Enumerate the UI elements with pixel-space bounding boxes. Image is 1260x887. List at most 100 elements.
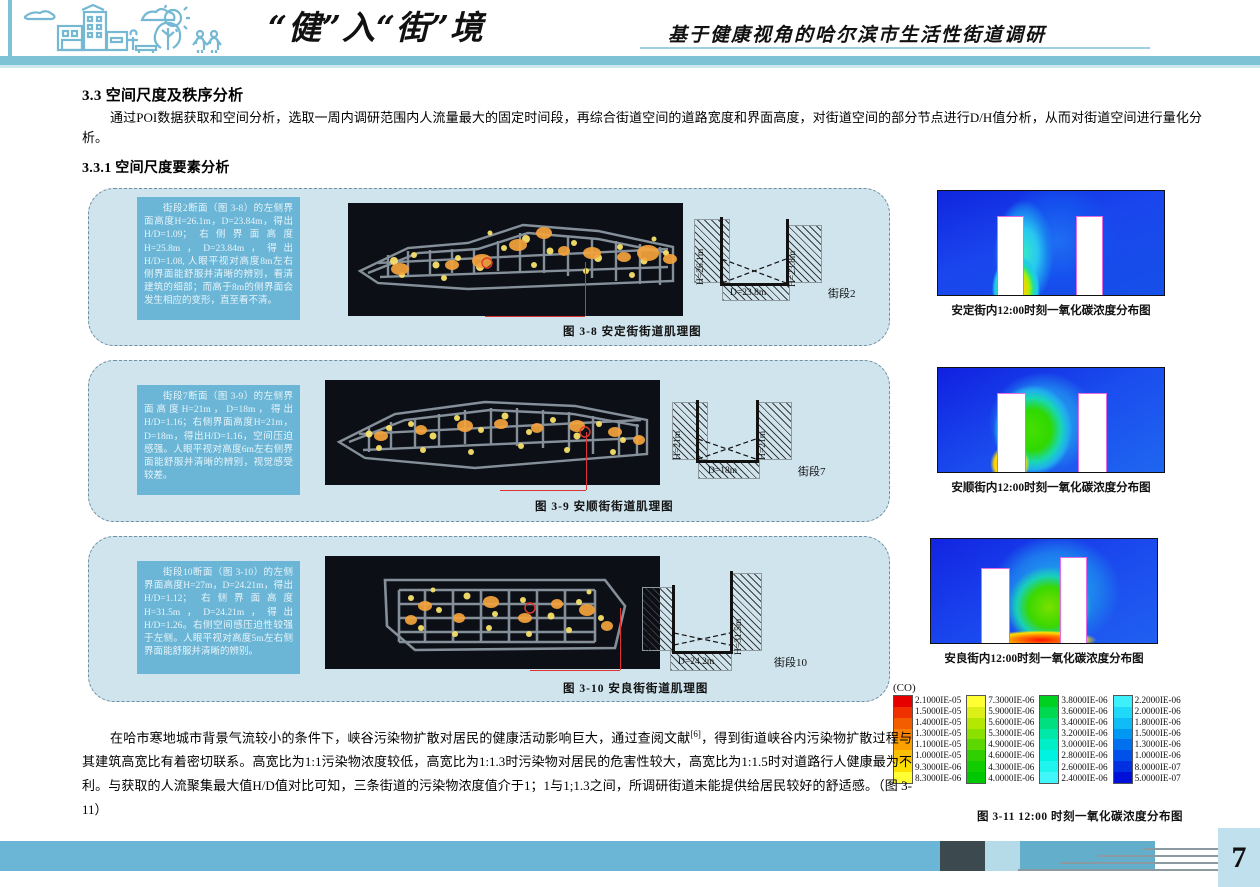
legend-value-list: 7.3000IE-06 5.9000IE-06 5.6000IE-06 5.3000I… (986, 695, 1034, 784)
legend-value: 1.5000IE-06 (1134, 728, 1181, 739)
panel-street-10-leader-line-h (530, 668, 620, 671)
section-heading: 3.3 空间尺度及秩序分析 (82, 88, 244, 104)
legend-value: 2.8000IE-06 (1061, 750, 1108, 761)
legend-color-band (1040, 771, 1059, 783)
right-height-label: H=31.5m (734, 618, 744, 655)
legend-value: 5.0000IE-07 (1134, 772, 1181, 783)
header-subtitle-rule (640, 47, 1150, 49)
publication-title: “健”入“街”境 (268, 8, 484, 47)
right-wall (730, 571, 733, 653)
legend-unit-label: (CO) (893, 682, 916, 694)
legend-color-band (967, 761, 986, 772)
legend-color-band (1040, 706, 1059, 718)
street-segment-label: 街段7 (798, 466, 826, 478)
street-segment-label: 街段10 (774, 657, 807, 669)
legend-color-band (894, 728, 912, 740)
legend-color-band (1113, 717, 1132, 729)
footer-band (0, 841, 940, 871)
legend-color-band (894, 706, 912, 718)
cfd-figure-anshun: 安顺街内12:00时刻一氧化碳浓度分布图 (937, 367, 1181, 495)
panel-street-10-leader-line (530, 608, 621, 670)
cfd-building-right (1075, 215, 1103, 295)
legend-color-band (1113, 750, 1132, 762)
header-divider-band-light (0, 65, 1260, 68)
legend-color-band (894, 739, 912, 751)
legend-value: 4.0000IE-06 (988, 772, 1035, 783)
legend-color-band (894, 750, 912, 762)
legend-color-band (1113, 696, 1132, 707)
legend-value-list: 2.1000IE-05 1.5000IE-05 1.4000IE-05 1.3000I… (913, 695, 961, 784)
legend-color-band (967, 750, 986, 762)
panel-street-7-leader-line (500, 432, 587, 490)
ground-line (672, 651, 733, 654)
legend-value: 4.3000IE-06 (988, 761, 1035, 772)
legend-color-band (967, 696, 986, 707)
legend-column-1: 2.1000IE-05 1.5000IE-05 1.4000IE-05 1.3000I… (893, 695, 961, 784)
legend-value: 2.0000IE-06 (1134, 706, 1181, 717)
right-wall (756, 400, 759, 461)
panel-street-7-leader-line-h (500, 488, 586, 491)
legend-color-band (894, 717, 912, 729)
ground-line (696, 460, 759, 463)
page-header: “健”入“街”境 基于健康视角的哈尔滨市生活性街道调研 (0, 0, 1260, 56)
left-height-label: H=26.1m (696, 248, 706, 285)
legend-value: 1.3000IE-06 (1134, 739, 1181, 750)
legend-value: 1.3000IE-05 (915, 728, 962, 739)
legend-color-band (1113, 728, 1132, 740)
legend-value: 1.8000IE-06 (1134, 717, 1181, 728)
legend-color-band (894, 771, 912, 783)
legend-value: 7.3000IE-06 (988, 695, 1035, 705)
legend-columns: 2.1000IE-05 1.5000IE-05 1.4000IE-05 1.3000I… (893, 695, 1255, 784)
panel-street-2-leader-line (485, 262, 586, 316)
right-height-label: H=23.8m (788, 250, 798, 287)
figure-caption-3-9: 图 3-9 安顺街街道肌理图 (535, 501, 674, 513)
header-left-accent-bar (8, 0, 12, 56)
sight-line-cross (697, 438, 757, 460)
legend-value-list: 3.8000IE-06 3.6000IE-06 3.4000IE-06 3.2000I… (1059, 695, 1107, 784)
legend-color-band (967, 771, 986, 783)
legend-color-band (967, 706, 986, 718)
legend-color-swatch (966, 695, 987, 784)
legend-color-band (1040, 696, 1059, 707)
street-width-label: D=24.2m (678, 657, 715, 667)
cfd-figure-anding: 安定街内12:00时刻一氧化碳浓度分布图 (937, 190, 1181, 318)
legend-value: 5.9000IE-06 (988, 706, 1035, 717)
legend-value: 5.3000IE-06 (988, 728, 1035, 739)
legend-color-band (894, 761, 912, 772)
panel-street-7-description: 街段7断面（图 3-9）的左侧界面高度H=21m，D=18m，得出H/D=1.1… (137, 385, 300, 495)
legend-color-band (1113, 761, 1132, 772)
cfd-field-anshun (938, 368, 1164, 472)
header-divider-band (0, 56, 1260, 65)
legend-value: 9.3000IE-06 (915, 761, 962, 772)
subsection-heading: 3.3.1 空间尺度要素分析 (82, 161, 230, 176)
ground-line (720, 283, 789, 286)
cfd-image-anshun (937, 367, 1165, 473)
legend-color-band (1113, 706, 1132, 718)
cfd-image-anliang (930, 538, 1158, 644)
cfd-building-left (980, 568, 1011, 643)
legend-value: 4.9000IE-06 (988, 739, 1035, 750)
right-wall (786, 219, 789, 285)
left-building-hatch (642, 587, 674, 651)
legend-value: 1.0000IE-05 (915, 750, 962, 761)
street-width-label: D=23.8m (730, 288, 767, 298)
cfd-building-right (1059, 556, 1087, 643)
legend-value: 1.0000IE-06 (1134, 750, 1181, 761)
right-height-label: H=21m (758, 430, 768, 460)
left-wall (696, 400, 699, 461)
cfd-field-anding (938, 191, 1164, 295)
street-texture-map-anliang (325, 556, 660, 669)
footer-accent-dark (940, 841, 985, 871)
publication-subtitle: 基于健康视角的哈尔滨市生活性街道调研 (668, 24, 1047, 46)
legend-value: 1.4000IE-05 (915, 717, 962, 728)
cfd-building-left (996, 392, 1027, 472)
legend-value: 8.0000IE-07 (1134, 761, 1181, 772)
co-concentration-legend: (CO) 2.1000IE-05 1.5000IE-05 1.4000IE-05 1.… (893, 682, 1255, 784)
cfd-building-right (1078, 392, 1108, 472)
legend-value: 4.6000IE-06 (988, 750, 1035, 761)
street-texture-map-anshun (325, 380, 660, 485)
legend-value-list: 2.2000IE-06 2.0000IE-06 1.8000IE-06 1.5000I… (1133, 695, 1181, 784)
cfd-caption-anding: 安定街内12:00时刻一氧化碳浓度分布图 (951, 305, 1151, 317)
legend-value: 3.0000IE-06 (1061, 739, 1108, 750)
legend-color-band (967, 739, 986, 751)
